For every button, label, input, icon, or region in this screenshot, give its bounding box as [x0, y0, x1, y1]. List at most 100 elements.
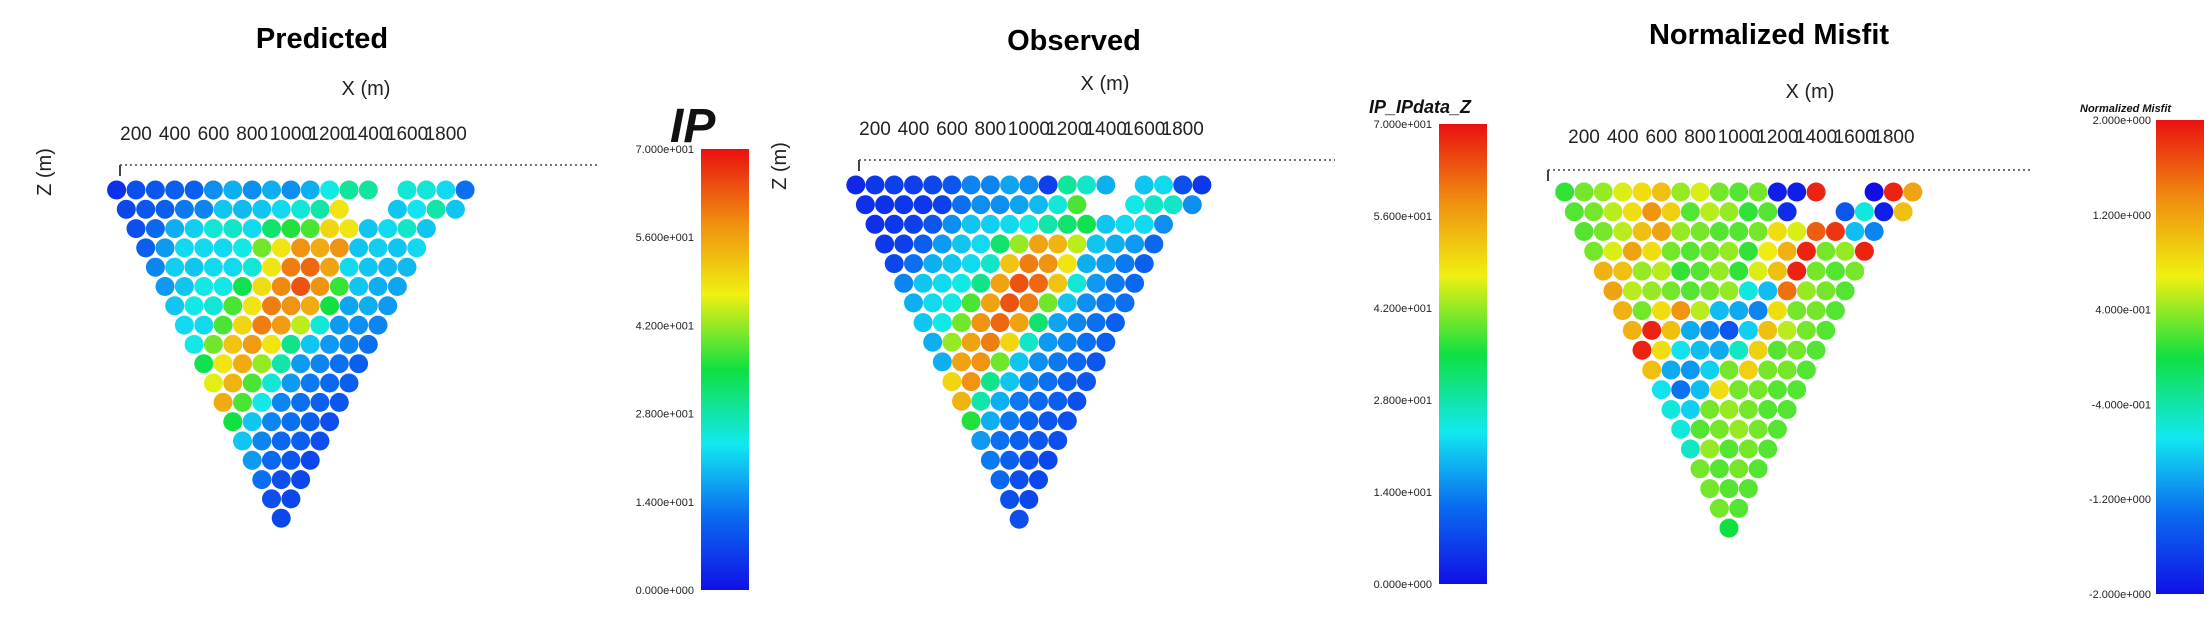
data-point: [1574, 182, 1594, 202]
data-point: [300, 180, 320, 200]
data-point: [300, 412, 320, 432]
data-point: [1787, 222, 1807, 241]
data-point: [194, 315, 214, 335]
data-point: [1000, 450, 1020, 470]
data-point: [961, 214, 981, 234]
data-point: [1038, 175, 1058, 195]
data-point: [1019, 254, 1039, 274]
data-point: [1854, 241, 1874, 261]
data-point: [1009, 234, 1029, 254]
data-point: [358, 296, 378, 316]
data-point: [1700, 281, 1720, 301]
data-point: [1029, 273, 1048, 293]
data-point: [1154, 175, 1173, 195]
data-point: [1029, 195, 1048, 215]
data-point: [1029, 431, 1048, 450]
data-point: [1096, 332, 1116, 352]
data-point: [1144, 234, 1164, 254]
data-point: [1134, 175, 1154, 195]
data-point: [1816, 281, 1836, 301]
colorbar-tick-label: 5.600e+001: [1374, 211, 1432, 223]
data-point: [242, 219, 262, 239]
data-point: [1661, 281, 1681, 301]
x-tick-label: 1400: [1795, 127, 1837, 148]
x-tick-label: 400: [159, 124, 191, 145]
data-point: [913, 313, 933, 333]
data-point: [165, 296, 185, 316]
colorbar-tick-label: 1.400e+001: [1374, 487, 1432, 499]
data-point: [1758, 439, 1778, 459]
data-point: [242, 373, 262, 393]
data-point: [291, 431, 311, 451]
data-point: [194, 277, 214, 296]
data-point: [1874, 202, 1894, 222]
data-point: [1661, 320, 1681, 340]
data-point: [1709, 222, 1729, 241]
data-point: [1709, 459, 1729, 479]
data-point: [1019, 214, 1039, 234]
colorbar-tick-label: 1.400e+001: [636, 497, 694, 509]
data-point: [1748, 222, 1768, 241]
data-point: [1709, 182, 1729, 202]
data-point: [961, 332, 981, 352]
data-point: [1000, 254, 1020, 274]
data-point: [961, 372, 981, 392]
data-point: [1719, 241, 1739, 261]
data-point: [1632, 301, 1652, 321]
data-point: [184, 296, 204, 316]
data-point: [884, 214, 904, 234]
data-point: [378, 219, 398, 239]
data-point: [107, 180, 127, 200]
data-point: [952, 391, 971, 411]
data-point: [1680, 360, 1700, 380]
data-point: [329, 199, 349, 219]
data-point: [1777, 400, 1797, 419]
data-point: [1709, 419, 1729, 439]
data-point: [980, 450, 1000, 470]
data-point: [126, 180, 146, 200]
data-point: [136, 238, 156, 258]
data-point: [1700, 202, 1720, 222]
colorbar: IP 7.000e+001 5.600e+001 4.200e+001 2.800e+…: [636, 100, 749, 597]
data-point: [252, 470, 272, 490]
data-point: [1115, 293, 1135, 313]
data-point: [223, 412, 243, 432]
data-point: [971, 273, 991, 293]
data-point: [223, 334, 243, 354]
data-point: [213, 392, 233, 412]
panel-title: Observed: [1007, 25, 1141, 57]
data-point: [1767, 182, 1787, 202]
data-point: [1125, 195, 1145, 215]
data-point: [1738, 320, 1758, 340]
data-point: [1767, 301, 1787, 321]
data-point: [174, 315, 194, 335]
data-point: [407, 238, 427, 258]
data-point: [213, 315, 233, 335]
data-point: [1854, 202, 1874, 222]
data-point: [233, 431, 252, 451]
data-point: [1613, 222, 1633, 241]
data-point: [262, 489, 281, 509]
data-point: [358, 219, 378, 239]
data-point: [223, 373, 243, 393]
colorbar-tick-label: 4.000e-001: [2095, 305, 2151, 317]
data-point: [1603, 281, 1623, 301]
data-point: [1709, 340, 1729, 360]
data-point: [378, 257, 398, 277]
data-point: [203, 373, 223, 393]
x-tick-label: 400: [898, 119, 930, 140]
data-point: [1029, 391, 1048, 411]
data-point: [1777, 241, 1797, 261]
z-axis-label: Z (m): [34, 148, 56, 196]
data-point: [136, 199, 156, 219]
data-point: [1048, 431, 1068, 450]
data-point: [1651, 380, 1671, 400]
panel-title: Predicted: [256, 23, 388, 55]
data-point: [320, 334, 340, 354]
data-point: [262, 334, 281, 354]
data-point: [407, 199, 427, 219]
x-tick-label: 1000: [270, 124, 312, 145]
colorbar: IP_IPdata_Z 7.000e+001 5.600e+001 4.200e+0…: [1369, 97, 1487, 591]
data-point: [271, 470, 291, 490]
